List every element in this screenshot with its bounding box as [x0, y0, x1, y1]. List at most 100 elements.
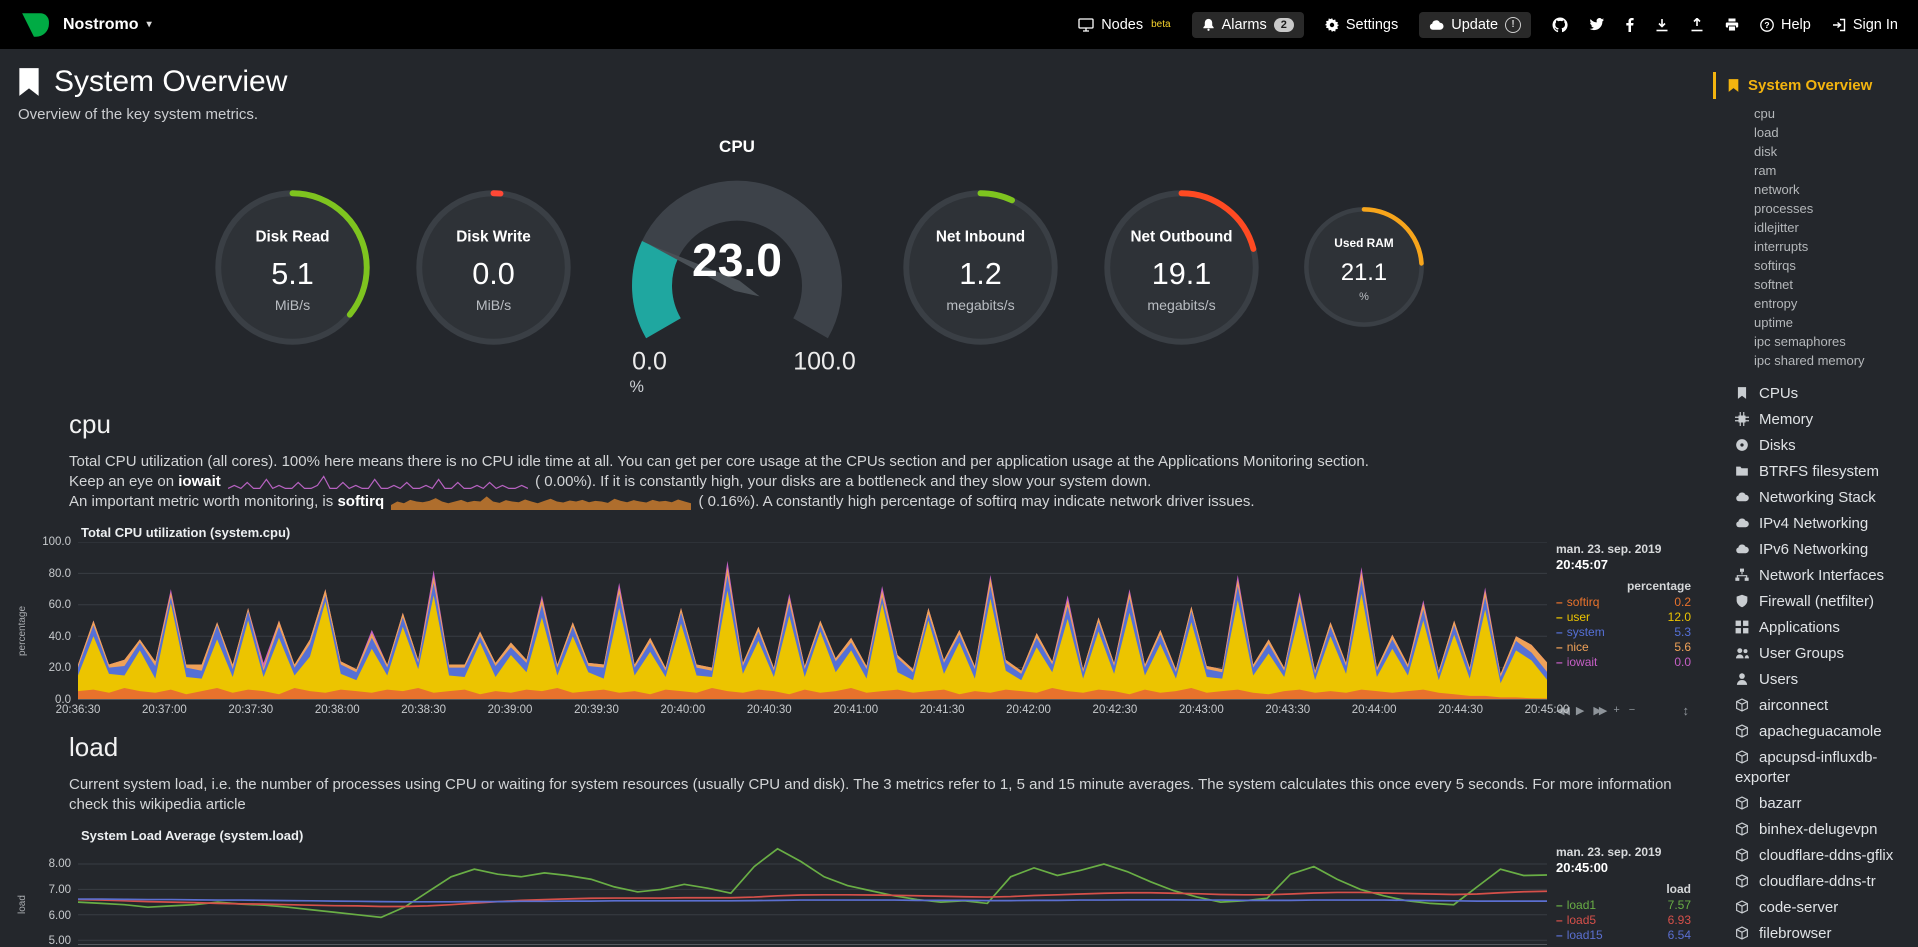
sidebar-section-cloudflare-ddns-gflix[interactable]: cloudflare-ddns-gflix: [1713, 843, 1912, 869]
play-button[interactable]: ▶: [1575, 704, 1585, 717]
cpu-desc-line3: An important metric worth monitoring, is…: [69, 493, 1255, 511]
gauge-used-ram[interactable]: Used RAM 21.1 %: [1300, 203, 1428, 331]
x-tick-label: 20:45:00: [1524, 704, 1570, 716]
upload-icon[interactable]: [1690, 17, 1704, 32]
legend-rows: – softirq 0.2– user 12.0– system 5.3– nice 5.6– i…: [1556, 595, 1691, 670]
sidebar-item-ram[interactable]: ram: [1754, 163, 1777, 178]
x-tick-label: 20:41:30: [919, 704, 965, 716]
svg-text:%: %: [630, 378, 644, 396]
legend-row-nice[interactable]: – nice 5.6: [1556, 640, 1691, 654]
x-tick-label: 20:42:30: [1092, 704, 1138, 716]
wikipedia-link[interactable]: wikipedia article: [139, 796, 246, 813]
sidebar-item-softirqs[interactable]: softirqs: [1754, 258, 1796, 273]
caret-down-icon: ▾: [146, 19, 152, 30]
sidebar-item-uptime[interactable]: uptime: [1754, 315, 1794, 330]
svg-text:5.1: 5.1: [271, 257, 314, 291]
sidebar-item-ipc-shared-memory[interactable]: ipc shared memory: [1754, 353, 1865, 368]
sidebar-section-disks[interactable]: Disks: [1713, 433, 1912, 459]
sidebar-item-interrupts[interactable]: interrupts: [1754, 239, 1809, 254]
gauge-net-outbound[interactable]: Net Outbound 19.1 megabits/s: [1099, 185, 1264, 350]
sidebar-section-network-interfaces[interactable]: Network Interfaces: [1713, 563, 1912, 589]
nav-help[interactable]: ? Help: [1760, 17, 1811, 33]
sidebar-section-networking-stack[interactable]: Networking Stack: [1713, 485, 1912, 511]
y-tick-label: 0.0: [55, 694, 71, 706]
sidebar-section-users[interactable]: Users: [1713, 667, 1912, 693]
nav-alarms[interactable]: Alarms 2: [1191, 11, 1304, 38]
sidebar-section-firewall-netfilter[interactable]: Firewall (netfilter): [1713, 589, 1912, 615]
gauge-net-inbound[interactable]: Net Inbound 1.2 megabits/s: [898, 185, 1063, 350]
sidebar-section-apcupsd-influxdb-exporter[interactable]: apcupsd-influxdb-exporter: [1735, 749, 1878, 786]
sidebar-section-btrfs-filesystem[interactable]: BTRFS filesystem: [1713, 459, 1912, 485]
download-icon[interactable]: [1655, 18, 1669, 32]
resize-button[interactable]: ↕: [1682, 702, 1690, 718]
sidebar-section-memory[interactable]: Memory: [1713, 407, 1912, 433]
sidebar-item-load[interactable]: load: [1754, 125, 1779, 140]
legend-row-system[interactable]: – system 5.3: [1556, 625, 1691, 639]
sidebar-section-ipv6-networking[interactable]: IPv6 Networking: [1713, 537, 1912, 563]
nav-nodes[interactable]: Nodes beta: [1078, 16, 1171, 33]
x-tick-label: 20:43:30: [1265, 704, 1311, 716]
y-tick-label: 20.0: [48, 662, 71, 675]
sidebar-subsections: cpu load disk ram network processes idlejitter…: [1713, 104, 1912, 370]
chart-legend: man. 23. sep. 2019 20:45:00 load – load1 7…: [1547, 845, 1695, 947]
sidebar-section-binhex-delugevpn[interactable]: binhex-delugevpn: [1713, 817, 1912, 843]
y-tick-label: 100.0: [42, 536, 71, 548]
pan-backward-button[interactable]: ◀◀: [1556, 704, 1570, 717]
shield-icon: [1736, 594, 1748, 608]
svg-text:MiB/s: MiB/s: [476, 296, 511, 312]
pan-forward-button[interactable]: ▶▶: [1593, 704, 1607, 717]
sidebar-section-ipv4-networking[interactable]: IPv4 Networking: [1713, 511, 1912, 537]
cpu-chart-plot[interactable]: [78, 542, 1547, 700]
cube-icon: [1736, 926, 1748, 940]
legend-row-load1[interactable]: – load1 7.57: [1556, 898, 1691, 912]
legend-row-user[interactable]: – user 12.0: [1556, 610, 1691, 624]
y-tick-label: 80.0: [48, 567, 71, 580]
zoom-in-button[interactable]: +: [1613, 704, 1620, 716]
sidebar-section-cpus[interactable]: CPUs: [1713, 381, 1912, 407]
x-tick-label: 20:38:30: [401, 704, 447, 716]
nav-update[interactable]: Update !: [1419, 11, 1532, 38]
user-icon: [1736, 673, 1748, 685]
sidebar-section-user-groups[interactable]: User Groups: [1713, 641, 1912, 667]
legend-row-load15[interactable]: – load15 6.54: [1556, 928, 1691, 942]
load-chart-plot[interactable]: [78, 845, 1547, 945]
facebook-icon[interactable]: [1626, 17, 1634, 32]
sidebar-item-idlejitter[interactable]: idlejitter: [1754, 220, 1799, 235]
twitter-icon[interactable]: [1589, 18, 1605, 31]
nodes-label: Nodes: [1101, 16, 1144, 33]
iowait-keyword: iowait: [178, 473, 221, 490]
zoom-out-button[interactable]: −: [1628, 704, 1636, 716]
sidebar-item-disk[interactable]: disk: [1754, 144, 1778, 159]
sidebar-item-cpu[interactable]: cpu: [1754, 106, 1775, 121]
sidebar-item-entropy[interactable]: entropy: [1754, 296, 1798, 311]
sidebar-section-filebrowser[interactable]: filebrowser: [1713, 921, 1912, 947]
nav-settings[interactable]: Settings: [1324, 17, 1398, 33]
sidebar-section-code-server[interactable]: code-server: [1713, 895, 1912, 921]
legend-row-load5[interactable]: – load5 6.93: [1556, 913, 1691, 927]
x-tick-label: 20:37:30: [228, 704, 274, 716]
legend-row-softirq[interactable]: – softirq 0.2: [1556, 595, 1691, 609]
sidebar-section-airconnect[interactable]: airconnect: [1713, 693, 1912, 719]
softirq-sparkline[interactable]: [391, 494, 692, 511]
sidebar-section-cloudflare-ddns-tr[interactable]: cloudflare-ddns-tr: [1713, 869, 1912, 895]
sidebar-item-system-overview[interactable]: System Overview: [1713, 72, 1912, 99]
main-content: System Overview Overview of the key syst…: [0, 49, 1713, 947]
gauge-disk-write[interactable]: Disk Write 0.0 MiB/s: [411, 185, 576, 350]
x-tick-label: 20:40:00: [660, 704, 706, 716]
github-icon[interactable]: [1552, 16, 1568, 33]
sidebar-item-softnet[interactable]: softnet: [1754, 277, 1794, 292]
nav-signin[interactable]: Sign In: [1832, 17, 1898, 33]
iowait-sparkline[interactable]: [228, 474, 528, 490]
legend-row-iowait[interactable]: – iowait 0.0: [1556, 655, 1691, 669]
sidebar-section-bazarr[interactable]: bazarr: [1713, 791, 1912, 817]
gauge-disk-read[interactable]: Disk Read 5.1 MiB/s: [210, 185, 375, 350]
netdata-logo[interactable]: [20, 10, 50, 40]
sidebar-section-apacheguacamole[interactable]: apacheguacamole: [1713, 719, 1912, 745]
sidebar-item-processes[interactable]: processes: [1754, 201, 1814, 216]
sidebar-section-applications[interactable]: Applications: [1713, 615, 1912, 641]
print-icon[interactable]: [1725, 18, 1739, 32]
sidebar-item-ipc-semaphores[interactable]: ipc semaphores: [1754, 334, 1846, 349]
gauge-cpu[interactable]: CPU 23.0 0.0 100.0 %: [612, 137, 862, 397]
node-selector[interactable]: Nostromo ▾: [63, 16, 152, 34]
sidebar-item-network[interactable]: network: [1754, 182, 1800, 197]
